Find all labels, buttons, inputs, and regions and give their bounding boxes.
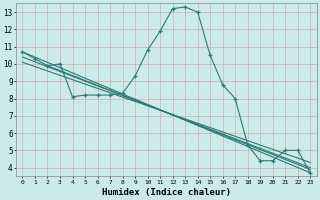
- X-axis label: Humidex (Indice chaleur): Humidex (Indice chaleur): [102, 188, 231, 197]
